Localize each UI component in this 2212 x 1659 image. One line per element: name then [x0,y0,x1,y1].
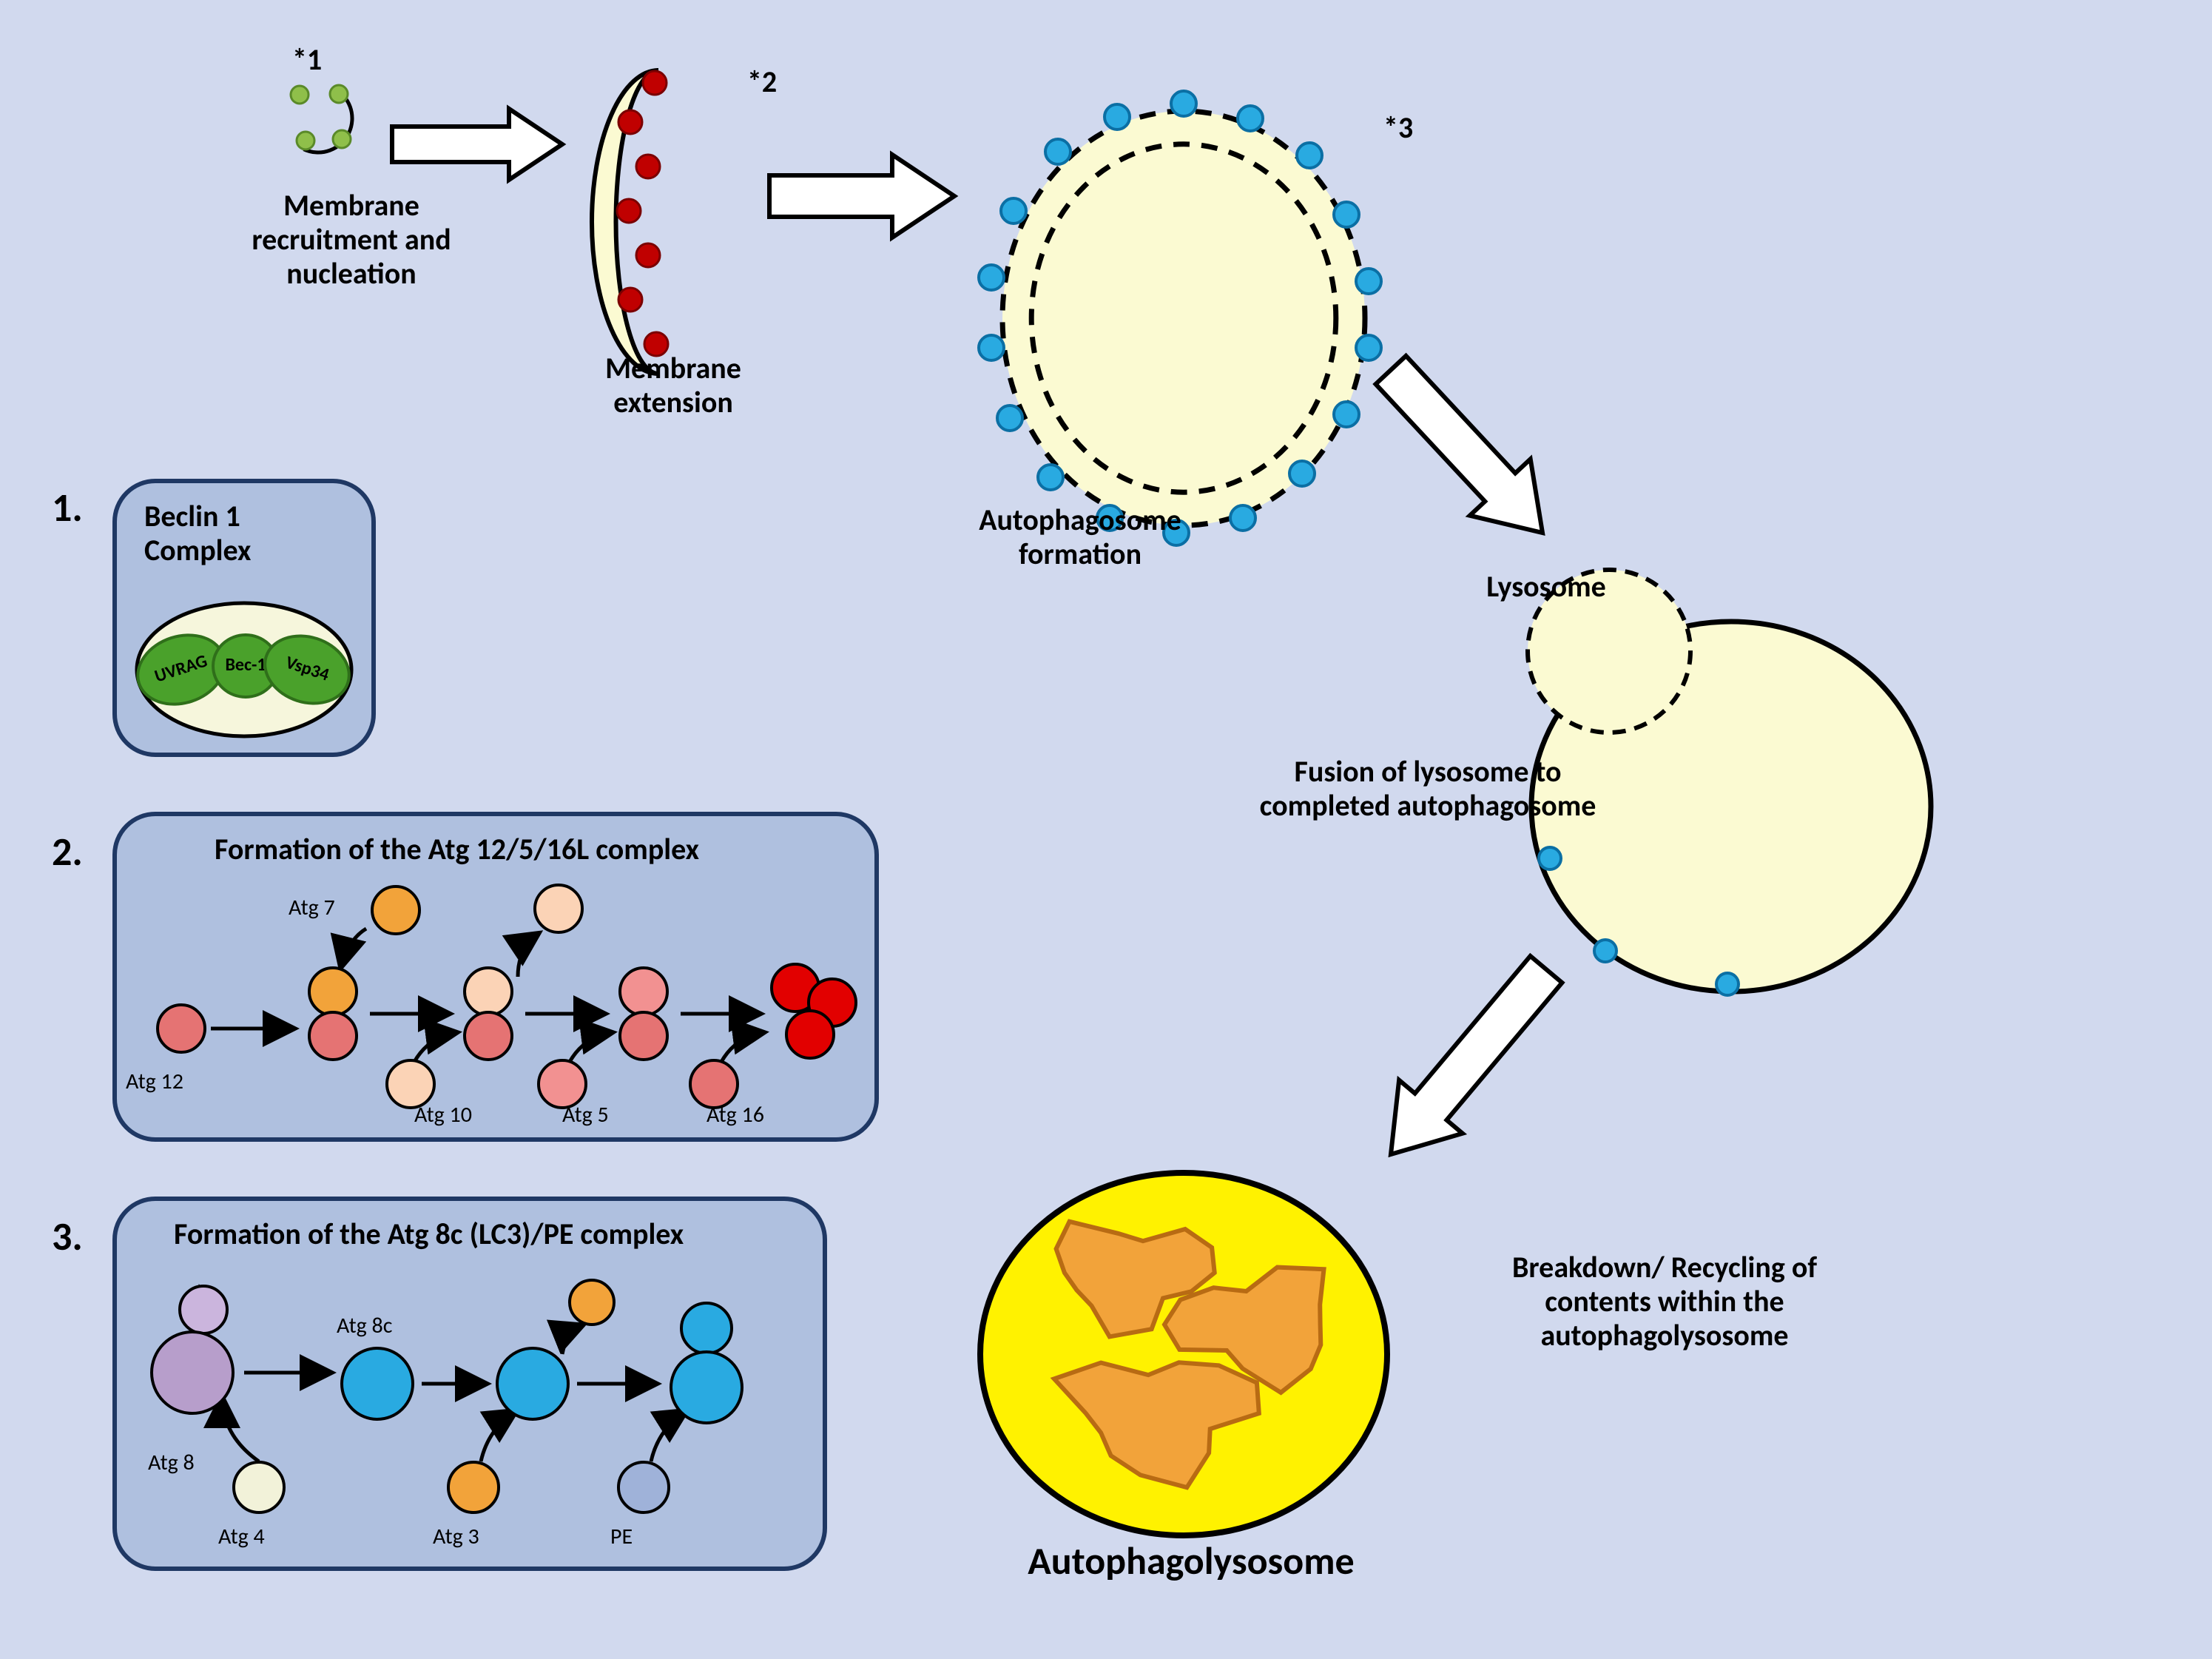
text-label: Autophagolysosome [962,1539,1420,1584]
text-label: *1 [292,43,351,77]
text-label: Atg 7 [289,895,392,921]
text-label: Atg 3 [433,1524,544,1550]
text-label: Atg 16 [707,1103,810,1128]
text-label: *3 [1383,111,1443,145]
text-label: Membrane extension [551,351,795,420]
text-label: Atg 10 [414,1103,518,1128]
text-label: Beclin 1 Complex [144,499,344,568]
block-arrow [1359,943,1578,1181]
block-arrow [1360,342,1573,561]
text-label: Fusion of lysosome to completed autophag… [1258,755,1598,823]
text-label: Atg 8c [337,1313,448,1339]
text-label: PE [610,1524,721,1550]
block-arrow [769,155,954,238]
text-label: Atg 12 [126,1069,229,1095]
block-arrow [392,109,562,180]
text-label: Breakdown/ Recycling of contents within … [1457,1251,1872,1353]
text-label: 1. [52,485,141,531]
text-label: Atg 4 [218,1524,329,1550]
text-label: Atg 5 [562,1103,666,1128]
text-label: Autophagosome formation [925,503,1235,571]
text-label: Formation of the Atg 12/5/16L complex [215,832,917,866]
svg-text:Bec-1: Bec-1 [225,654,266,676]
text-label: Lysosome [1450,570,1642,604]
text-label: 3. [52,1214,141,1259]
text-label: Membrane recruitment and nucleation [215,189,488,291]
text-label: *2 [747,65,806,99]
text-label: Atg 8 [148,1450,259,1476]
text-label: Formation of the Atg 8c (LC3)/PE complex [174,1217,825,1251]
text-label: 2. [52,829,141,875]
